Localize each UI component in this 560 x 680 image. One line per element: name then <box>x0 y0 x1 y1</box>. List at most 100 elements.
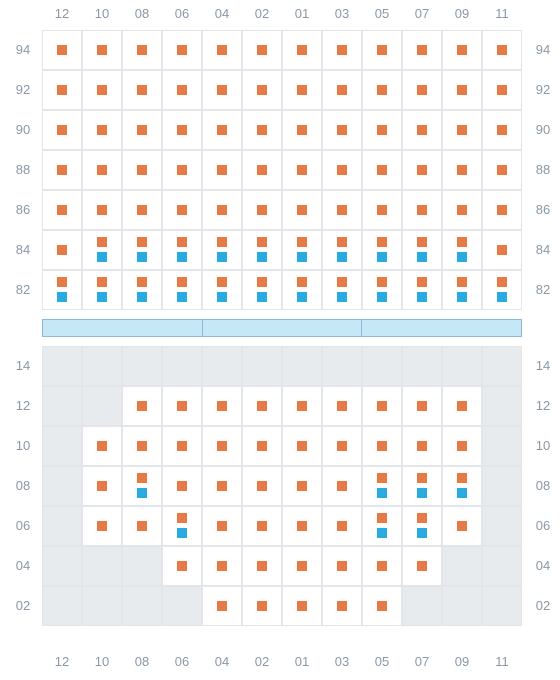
seat-marker-blue[interactable] <box>57 292 67 302</box>
seat-cell[interactable] <box>122 586 162 626</box>
seat-marker-blue[interactable] <box>457 292 467 302</box>
seat-cell[interactable] <box>282 230 322 270</box>
seat-cell[interactable] <box>402 586 442 626</box>
seat-marker-blue[interactable] <box>297 252 307 262</box>
seat-marker-orange[interactable] <box>217 205 227 215</box>
seat-marker-orange[interactable] <box>97 441 107 451</box>
seat-marker-orange[interactable] <box>337 165 347 175</box>
seat-marker-orange[interactable] <box>257 125 267 135</box>
seat-marker-orange[interactable] <box>457 521 467 531</box>
seat-marker-blue[interactable] <box>337 252 347 262</box>
seat-cell[interactable] <box>362 270 402 310</box>
seat-marker-orange[interactable] <box>137 277 147 287</box>
seat-marker-orange[interactable] <box>217 561 227 571</box>
seat-marker-orange[interactable] <box>377 401 387 411</box>
seat-marker-orange[interactable] <box>137 441 147 451</box>
seat-marker-orange[interactable] <box>137 125 147 135</box>
seat-cell[interactable] <box>442 230 482 270</box>
seat-marker-orange[interactable] <box>457 473 467 483</box>
seat-marker-blue[interactable] <box>337 292 347 302</box>
seat-cell[interactable] <box>42 346 82 386</box>
seat-cell[interactable] <box>42 270 82 310</box>
seat-cell[interactable] <box>482 346 522 386</box>
seat-marker-orange[interactable] <box>257 165 267 175</box>
seat-marker-orange[interactable] <box>337 401 347 411</box>
seat-marker-orange[interactable] <box>217 165 227 175</box>
seat-marker-orange[interactable] <box>337 205 347 215</box>
seat-cell[interactable] <box>482 426 522 466</box>
seat-marker-orange[interactable] <box>497 45 507 55</box>
seat-marker-blue[interactable] <box>497 292 507 302</box>
seat-cell[interactable] <box>42 386 82 426</box>
seat-marker-blue[interactable] <box>297 292 307 302</box>
seat-marker-orange[interactable] <box>377 85 387 95</box>
seat-cell[interactable] <box>82 586 122 626</box>
seat-marker-blue[interactable] <box>257 292 267 302</box>
seat-marker-orange[interactable] <box>377 441 387 451</box>
seat-cell[interactable] <box>482 270 522 310</box>
seat-marker-orange[interactable] <box>337 521 347 531</box>
seat-cell[interactable] <box>482 386 522 426</box>
seat-marker-blue[interactable] <box>457 488 467 498</box>
seat-marker-blue[interactable] <box>217 292 227 302</box>
seat-cell[interactable] <box>242 230 282 270</box>
seat-marker-orange[interactable] <box>297 441 307 451</box>
seat-marker-orange[interactable] <box>377 237 387 247</box>
seat-cell[interactable] <box>122 466 162 506</box>
seat-marker-blue[interactable] <box>97 252 107 262</box>
seat-marker-orange[interactable] <box>377 125 387 135</box>
seat-marker-orange[interactable] <box>417 277 427 287</box>
seat-marker-orange[interactable] <box>457 125 467 135</box>
seat-marker-blue[interactable] <box>177 528 187 538</box>
seat-cell[interactable] <box>82 346 122 386</box>
seat-marker-orange[interactable] <box>97 237 107 247</box>
seat-marker-blue[interactable] <box>377 528 387 538</box>
seat-marker-orange[interactable] <box>297 277 307 287</box>
seat-marker-orange[interactable] <box>137 45 147 55</box>
seat-cell[interactable] <box>282 346 322 386</box>
seat-marker-orange[interactable] <box>217 45 227 55</box>
seat-marker-blue[interactable] <box>417 252 427 262</box>
seat-cell[interactable] <box>282 270 322 310</box>
seat-marker-orange[interactable] <box>297 521 307 531</box>
seat-cell[interactable] <box>442 586 482 626</box>
seat-marker-orange[interactable] <box>177 85 187 95</box>
seat-marker-orange[interactable] <box>177 165 187 175</box>
seat-marker-orange[interactable] <box>497 125 507 135</box>
seat-marker-orange[interactable] <box>257 521 267 531</box>
seat-cell[interactable] <box>122 230 162 270</box>
seat-marker-orange[interactable] <box>177 401 187 411</box>
seat-marker-orange[interactable] <box>177 237 187 247</box>
seat-marker-orange[interactable] <box>257 601 267 611</box>
seat-marker-blue[interactable] <box>137 252 147 262</box>
seat-marker-orange[interactable] <box>337 561 347 571</box>
seat-cell[interactable] <box>402 506 442 546</box>
seat-marker-orange[interactable] <box>217 401 227 411</box>
seat-marker-orange[interactable] <box>337 441 347 451</box>
seat-marker-blue[interactable] <box>97 292 107 302</box>
seat-marker-orange[interactable] <box>457 277 467 287</box>
seat-marker-blue[interactable] <box>137 292 147 302</box>
seat-marker-orange[interactable] <box>417 561 427 571</box>
seat-marker-orange[interactable] <box>57 277 67 287</box>
seat-marker-orange[interactable] <box>417 45 427 55</box>
seat-cell[interactable] <box>482 546 522 586</box>
seat-cell[interactable] <box>322 230 362 270</box>
seat-marker-orange[interactable] <box>457 237 467 247</box>
seat-marker-blue[interactable] <box>217 252 227 262</box>
seat-marker-orange[interactable] <box>377 561 387 571</box>
seat-cell[interactable] <box>362 230 402 270</box>
seat-marker-orange[interactable] <box>97 481 107 491</box>
seat-marker-orange[interactable] <box>177 205 187 215</box>
seat-cell[interactable] <box>202 270 242 310</box>
seat-cell[interactable] <box>162 230 202 270</box>
seat-marker-orange[interactable] <box>137 521 147 531</box>
seat-marker-orange[interactable] <box>217 601 227 611</box>
seat-marker-blue[interactable] <box>377 292 387 302</box>
seat-marker-orange[interactable] <box>377 165 387 175</box>
seat-marker-blue[interactable] <box>177 252 187 262</box>
seat-cell[interactable] <box>362 346 402 386</box>
seat-marker-blue[interactable] <box>377 488 387 498</box>
seat-marker-orange[interactable] <box>257 481 267 491</box>
seat-marker-orange[interactable] <box>337 601 347 611</box>
